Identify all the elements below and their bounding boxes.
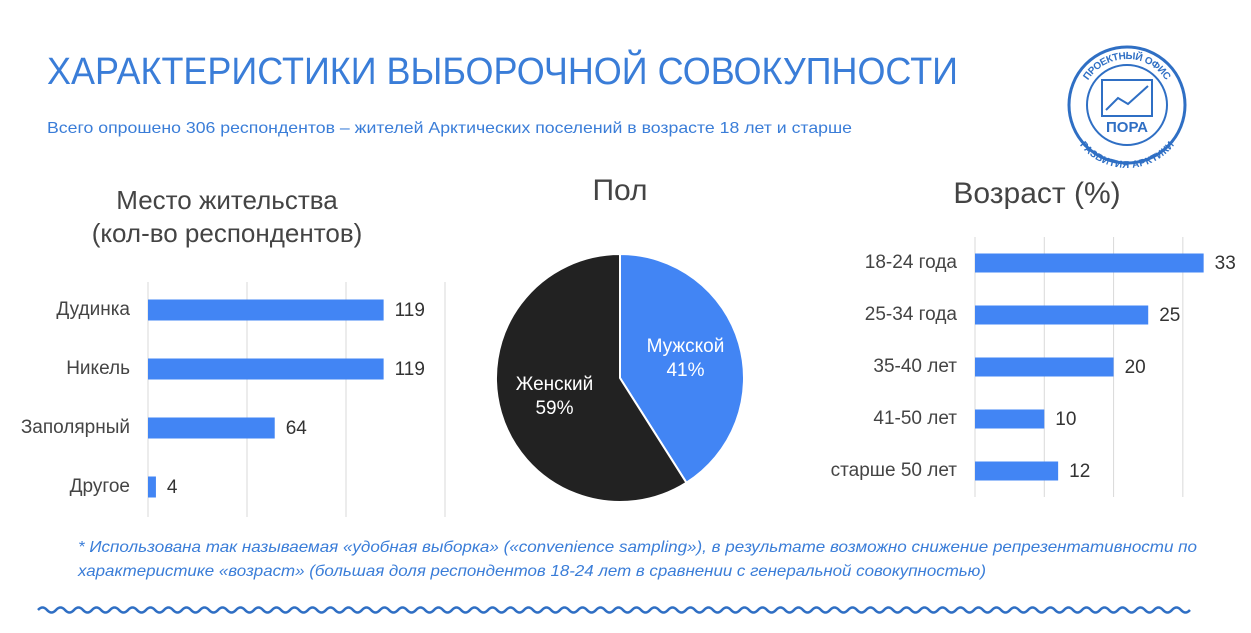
subtitle: Всего опрошено 306 респондентов – жителе… — [47, 120, 852, 137]
bar — [975, 461, 1059, 481]
bar — [975, 305, 1149, 325]
chart-title: Место жительства — [116, 185, 338, 215]
logo: ПРОЕКТНЫЙ ОФИС ПОРА РАЗВИТИЯ АРКТИКИ — [1067, 45, 1187, 171]
slice-value: 41% — [666, 360, 704, 381]
slide-title: ХАРАКТЕРИСТИКИ ВЫБОРОЧНОЙ СОВОКУПНОСТИ — [47, 48, 958, 93]
bar — [975, 253, 1204, 273]
bar — [148, 417, 275, 439]
bar — [975, 357, 1114, 377]
bar — [148, 476, 156, 498]
pie-slice — [495, 252, 688, 503]
category-label: 18-24 года — [865, 252, 958, 273]
category-label: Другое — [70, 476, 130, 497]
bar — [148, 358, 384, 380]
wave-divider — [37, 606, 1191, 614]
logo-middle: ПОРА — [1106, 119, 1148, 136]
chart-title: (кол-во респондентов) — [92, 218, 363, 248]
bar — [148, 299, 384, 321]
slice-label: Мужской — [647, 336, 725, 357]
category-label: 41-50 лет — [873, 408, 957, 429]
value-label: 64 — [286, 418, 308, 439]
value-label: 10 — [1055, 409, 1076, 430]
value-label: 4 — [167, 477, 178, 498]
value-label: 12 — [1069, 461, 1090, 482]
value-label: 33 — [1215, 253, 1236, 274]
category-label: 25-34 года — [865, 304, 958, 325]
bar — [975, 409, 1045, 429]
value-label: 20 — [1125, 357, 1146, 378]
footnote: * Использована так называемая «удобная в… — [78, 539, 1197, 556]
value-label: 25 — [1159, 305, 1180, 326]
category-label: 35-40 лет — [873, 356, 957, 377]
slice-value: 59% — [535, 398, 573, 419]
chart-title: Пол — [592, 174, 647, 207]
footnote: характеристике «возраст» (большая доля р… — [77, 563, 986, 580]
category-label: Заполярный — [21, 417, 130, 438]
slice-label: Женский — [516, 374, 593, 395]
category-label: Никель — [66, 358, 130, 379]
value-label: 119 — [395, 300, 425, 321]
chart-title: Возраст (%) — [953, 177, 1120, 210]
value-label: 119 — [395, 359, 425, 380]
category-label: Дудинка — [56, 299, 130, 320]
category-label: старше 50 лет — [831, 460, 958, 481]
